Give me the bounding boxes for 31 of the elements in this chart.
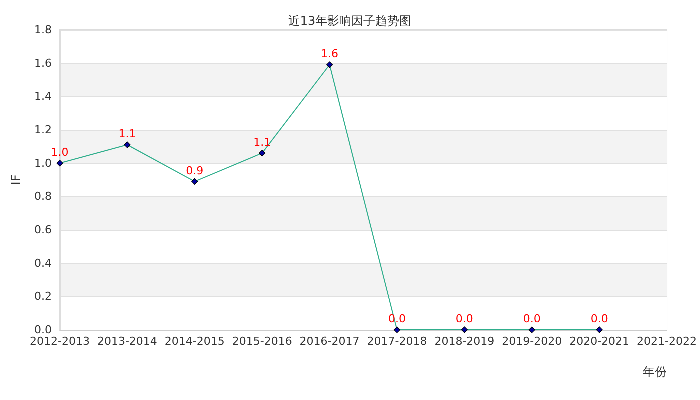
x-tick-label: 2019-2020: [502, 335, 562, 348]
data-label: 0.0: [523, 312, 541, 326]
data-label: 0.0: [590, 312, 608, 326]
data-label: 1.6: [321, 48, 339, 61]
y-axis-title: IF: [9, 174, 23, 186]
x-tick-label: 2021-2022: [637, 335, 698, 348]
x-axis-title: 年份: [643, 365, 668, 379]
y-tick-label: 1.4: [34, 90, 52, 104]
x-tick-label: 2016-2017: [300, 335, 360, 348]
data-label: 1.1: [118, 128, 136, 141]
y-tick-label: 0.8: [34, 190, 52, 204]
data-label: 1.1: [254, 136, 272, 150]
y-tick-label: 1.2: [34, 124, 52, 136]
x-tick-label: 2017-2018: [367, 335, 428, 348]
data-label: 0.0: [456, 312, 474, 326]
data-label: 1.0: [51, 146, 69, 160]
y-tick-label: 0.2: [34, 290, 52, 304]
y-tick-label: 0.6: [34, 224, 52, 236]
y-tick-label: 1.8: [34, 24, 52, 36]
y-tick-label: 0.0: [34, 324, 52, 336]
y-tick-label: 0.4: [34, 256, 52, 270]
x-tick-label: 2013-2014: [97, 335, 158, 348]
x-tick-label: 2014-2015: [164, 335, 225, 348]
x-tick-label: 2015-2016: [232, 335, 292, 348]
chart-title: 近13年影响因子趋势图: [288, 14, 412, 28]
y-tick-label: 1.6: [34, 56, 52, 70]
data-label: 0.9: [186, 164, 204, 178]
x-tick-label: 2018-2019: [434, 335, 495, 348]
x-tick-label: 2012-2013: [30, 335, 90, 348]
x-tick-label: 2020-2021: [570, 335, 630, 348]
y-tick-label: 1.0: [34, 156, 52, 170]
